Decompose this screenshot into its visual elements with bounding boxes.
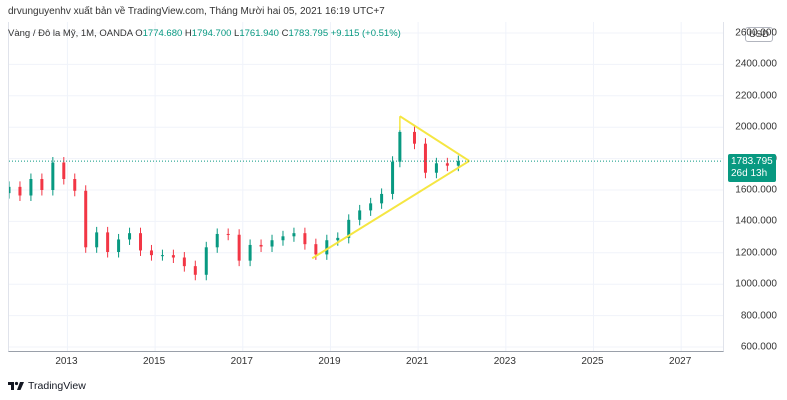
candle-body (281, 236, 285, 241)
low-value: 1761.940 (239, 28, 279, 39)
price-tick-label: 1200.000 (735, 247, 777, 259)
candle-body (84, 190, 88, 248)
chart-pane[interactable] (8, 22, 724, 352)
candle-body (270, 240, 274, 247)
candle-body (171, 255, 175, 258)
candle-body (303, 233, 307, 245)
candle-body (314, 244, 318, 255)
candle-body (73, 179, 77, 191)
candle-body (128, 233, 132, 240)
year-tick-label: 2023 (493, 356, 516, 367)
candle-body (204, 247, 208, 275)
candle-body (248, 244, 252, 261)
year-tick-label: 2027 (669, 356, 692, 367)
price-tick-label: 1600.000 (735, 184, 777, 196)
candle-body (139, 233, 143, 251)
triangle-upper-line (399, 115, 470, 162)
year-tick-label: 2015 (142, 356, 166, 367)
price-tick-label: 2600.000 (735, 27, 777, 39)
time-axis[interactable]: 2013 2015 2017 2019 2021 2023 2025 2027 (8, 352, 724, 370)
candle-body (149, 250, 153, 256)
candle-body (117, 239, 121, 253)
year-tick-label: 2013 (55, 356, 78, 367)
candle-body (51, 162, 55, 190)
candle-body (380, 193, 384, 204)
price-tick-label: 2400.000 (735, 58, 777, 70)
price-axis[interactable]: USD 2600.0002400.0002200.0002000.0001800… (724, 22, 787, 353)
last-price-badge: 1783.795 26d 13h (728, 154, 776, 183)
price-tick-label: 1400.000 (735, 215, 777, 227)
bar-countdown: 26d 13h (731, 168, 768, 180)
candle-body (40, 179, 44, 190)
price-tick-label: 1000.000 (735, 278, 777, 290)
low-label: L (234, 28, 240, 39)
candle-body (259, 244, 263, 247)
price-tick-label: 2200.000 (735, 90, 777, 102)
triangle-lower-line (311, 160, 470, 260)
high-value: 1794.700 (191, 28, 232, 39)
candle-body (182, 257, 186, 267)
candle-body (62, 162, 66, 180)
close-value: 1783.795 (288, 28, 329, 39)
candle-body (445, 163, 449, 166)
open-label: O (135, 28, 143, 39)
year-tick-label: 2025 (581, 356, 604, 367)
high-label: H (184, 28, 192, 39)
year-tick-label: 2017 (230, 356, 253, 367)
candle-body (434, 163, 438, 173)
tradingview-logo-icon (8, 381, 24, 390)
year-tick-label: 2021 (406, 356, 429, 367)
brand-name: TradingView (28, 380, 86, 392)
candle-body (9, 186, 11, 194)
last-price-value: 1783.795 (731, 156, 773, 168)
candle-body (369, 203, 373, 211)
price-tick-label: 600.000 (740, 341, 777, 353)
candle-body (292, 233, 296, 237)
change-value: +9.115 (+0.51%) (330, 28, 401, 39)
publication-header: drvunguyenhv xuất bản về TradingView.com… (8, 6, 385, 17)
candle-body (325, 240, 329, 255)
price-chart[interactable] (9, 22, 724, 352)
candle-body (358, 210, 362, 220)
candle-body (237, 234, 241, 261)
open-value: 1774.680 (142, 28, 183, 39)
price-tick-label: 2000.000 (735, 121, 777, 133)
price-tick-label: 800.000 (740, 310, 777, 322)
candle-body (336, 237, 340, 241)
candle-body (226, 233, 230, 235)
symbol-name: Vàng / Đô la Mỹ, 1M, OANDA (8, 28, 133, 39)
candle-body (412, 131, 416, 144)
candle-body (391, 161, 395, 194)
close-label: C (281, 28, 289, 39)
candle-body (160, 255, 164, 257)
candle-body (29, 179, 33, 196)
candle-body (193, 266, 197, 275)
candle-body (18, 186, 22, 196)
candle-body (215, 233, 219, 248)
candle-body (398, 131, 402, 162)
candle-body (106, 232, 110, 253)
candle-body (423, 143, 427, 173)
year-tick-label: 2019 (318, 356, 341, 367)
symbol-legend: Vàng / Đô la Mỹ, 1M, OANDA O1774.680 H17… (8, 28, 401, 39)
tradingview-logo[interactable]: TradingView (8, 380, 86, 392)
candle-body (347, 219, 351, 238)
candle-body (456, 161, 460, 166)
currency-button[interactable]: USD (744, 27, 773, 42)
candle-body (95, 232, 99, 248)
